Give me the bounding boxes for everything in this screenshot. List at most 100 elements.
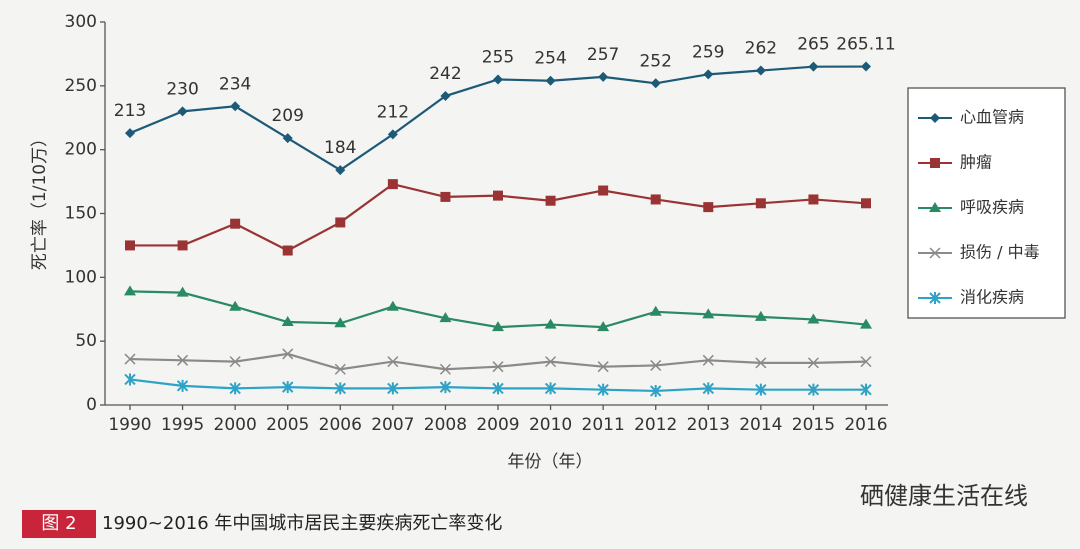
point [650, 384, 662, 397]
point [439, 363, 451, 375]
x-tick-label: 1990 [108, 415, 151, 435]
point [125, 128, 135, 139]
point [177, 354, 189, 366]
legend-label: 心血管病 [960, 108, 1024, 127]
point [860, 318, 872, 329]
x-tick-label: 2007 [371, 415, 414, 435]
watermark: 硒健康生活在线 [860, 482, 1028, 510]
point [281, 316, 294, 327]
data-label: 255 [482, 47, 514, 67]
x-tick-label: 2016 [844, 415, 887, 435]
y-tick-label: 300 [65, 12, 97, 32]
point [649, 305, 662, 316]
legend-label: 肿瘤 [960, 153, 992, 172]
data-label: 230 [166, 79, 198, 99]
point [597, 383, 609, 396]
point [282, 381, 294, 394]
data-label: 242 [429, 64, 461, 84]
data-label: 209 [271, 106, 303, 126]
x-tick-label: 2011 [582, 415, 625, 435]
data-label: 259 [692, 42, 724, 62]
point [439, 381, 452, 394]
point [282, 348, 294, 360]
point [545, 195, 556, 206]
point [387, 356, 399, 368]
point [861, 198, 871, 209]
point [492, 382, 504, 395]
legend-marker [929, 202, 941, 212]
point [492, 321, 504, 332]
point [124, 353, 136, 365]
point [386, 300, 399, 311]
data-label: 184 [324, 138, 356, 158]
point [124, 373, 136, 386]
data-label: 254 [534, 49, 566, 69]
x-tick-label: 2012 [634, 415, 677, 435]
point [230, 218, 241, 229]
legend-marker [929, 247, 941, 259]
point [755, 357, 767, 369]
data-label: 213 [114, 101, 146, 121]
caption: 1990~2016 年中国城市居民主要疾病死亡率变化 [102, 513, 502, 534]
legend-marker [930, 113, 940, 123]
legend-marker [929, 292, 941, 304]
point [545, 75, 556, 86]
x-tick-label: 2010 [529, 415, 572, 435]
point [334, 363, 346, 375]
point [440, 191, 451, 202]
point [492, 361, 504, 373]
data-label: 257 [587, 45, 619, 65]
point [439, 312, 452, 323]
point [807, 383, 820, 396]
point [703, 69, 714, 80]
point [387, 179, 398, 190]
legend-marker [930, 158, 940, 168]
point [440, 91, 451, 102]
point [282, 133, 293, 144]
data-label: 265.11 [836, 35, 895, 55]
point [755, 383, 767, 396]
x-tick-label: 2013 [687, 415, 730, 435]
point [177, 106, 188, 117]
point [860, 383, 872, 396]
point [807, 357, 819, 369]
point [544, 382, 557, 395]
point [334, 382, 346, 395]
point [860, 356, 872, 368]
point [493, 74, 503, 85]
x-tick-label: 2014 [739, 415, 782, 435]
point [493, 190, 503, 201]
figure-label: 图 2 [41, 513, 76, 534]
data-label: 234 [219, 74, 251, 94]
x-tick-label: 2009 [476, 415, 519, 435]
legend-label: 呼吸疾病 [960, 198, 1024, 217]
figure-label-box [22, 510, 96, 538]
data-label: 252 [639, 51, 671, 71]
y-tick-label: 150 [65, 204, 97, 224]
x-tick-label: 2008 [424, 415, 467, 435]
y-tick-label: 100 [65, 267, 97, 287]
x-tick-label: 2000 [214, 415, 257, 435]
point [176, 286, 189, 297]
data-label: 265 [797, 35, 829, 55]
point [335, 217, 346, 228]
x-tick-label: 2006 [319, 415, 362, 435]
point [650, 78, 661, 89]
legend-label: 损伤 / 中毒 [960, 243, 1040, 262]
point [229, 300, 242, 311]
y-tick-label: 0 [86, 395, 97, 415]
legend-box [907, 87, 1066, 319]
point [650, 194, 661, 205]
point [124, 285, 136, 296]
y-tick-label: 200 [65, 140, 97, 160]
y-axis-title: 死亡率（1/10万） [30, 130, 50, 270]
point [808, 61, 819, 72]
point [177, 240, 188, 251]
point [387, 129, 398, 140]
x-tick-label: 1995 [161, 415, 204, 435]
point [703, 202, 714, 213]
point [702, 354, 714, 366]
point [387, 382, 399, 395]
point [755, 65, 766, 76]
